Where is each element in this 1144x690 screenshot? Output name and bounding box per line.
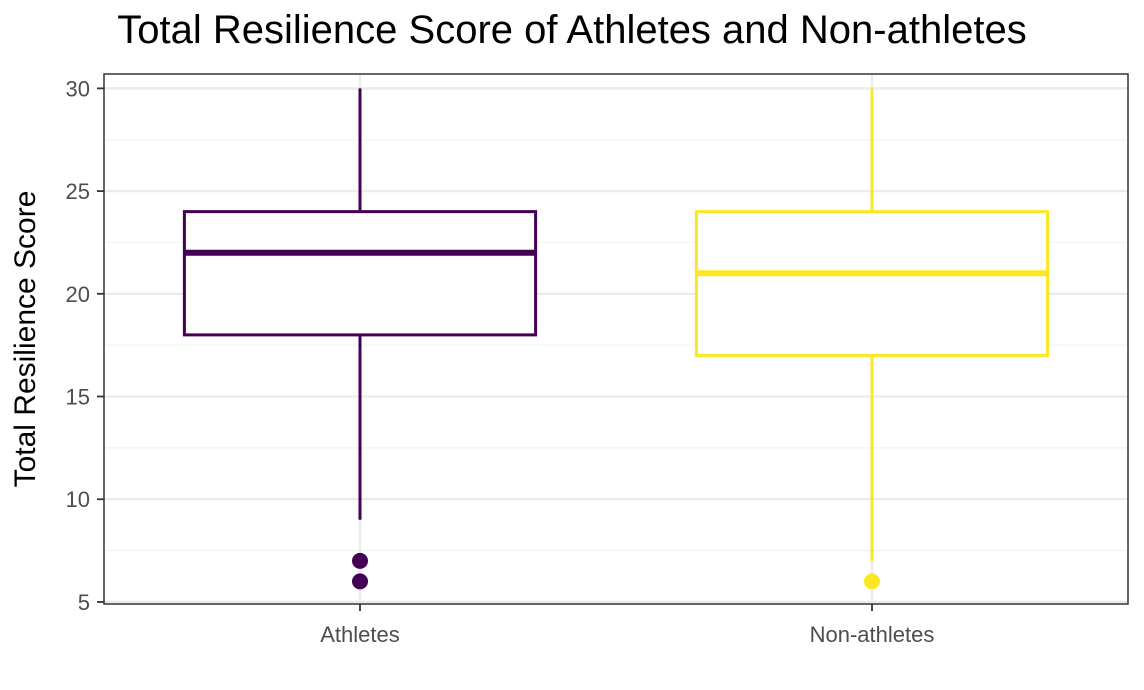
y-axis-title: Total Resilience Score [9, 191, 42, 488]
chart-title: Total Resilience Score of Athletes and N… [117, 8, 1027, 52]
axes: 5 10 15 20 25 30 Athletes Non-athletes [66, 76, 935, 647]
x-tick-label: Non-athletes [810, 622, 935, 647]
y-tick-label: 30 [66, 76, 90, 101]
y-tick-label: 10 [66, 487, 90, 512]
boxplot-series [182, 88, 1050, 590]
boxplot-athletes [182, 88, 538, 590]
boxplot-non-athletes [694, 88, 1050, 590]
outlier-point [864, 573, 880, 590]
iqr-box [694, 210, 1050, 357]
outlier-point [352, 552, 368, 569]
y-tick-label: 5 [78, 590, 90, 615]
y-tick-label: 20 [66, 282, 90, 307]
y-tick-label: 25 [66, 179, 90, 204]
x-tick-label: Athletes [320, 622, 400, 647]
plot-panel-border [103, 73, 1129, 605]
outlier-point [352, 573, 368, 590]
y-tick-label: 15 [66, 385, 90, 410]
iqr-box [182, 210, 538, 337]
